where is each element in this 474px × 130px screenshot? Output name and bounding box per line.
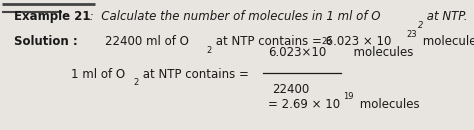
- Text: 23: 23: [406, 30, 417, 39]
- Text: 6.023×10: 6.023×10: [268, 46, 326, 58]
- Text: :  Calculate the number of molecules in 1 ml of O: : Calculate the number of molecules in 1…: [86, 10, 381, 23]
- Text: Solution :: Solution :: [14, 35, 78, 48]
- Text: 22400: 22400: [273, 83, 310, 96]
- Text: 2: 2: [207, 46, 212, 55]
- Text: at NTP.: at NTP.: [423, 10, 468, 23]
- Text: 2: 2: [133, 78, 138, 87]
- Text: molecules: molecules: [419, 35, 474, 48]
- Text: molecules: molecules: [356, 98, 419, 110]
- Text: 1 ml of O: 1 ml of O: [71, 68, 125, 81]
- Text: 22400 ml of O: 22400 ml of O: [90, 35, 189, 48]
- Text: Example 21: Example 21: [14, 10, 91, 23]
- Text: at NTP contains =: at NTP contains =: [139, 68, 253, 81]
- Text: molecules: molecules: [346, 46, 413, 58]
- Text: = 2.69 × 10: = 2.69 × 10: [268, 98, 340, 110]
- Text: at NTP contains = 6.023 × 10: at NTP contains = 6.023 × 10: [212, 35, 392, 48]
- Text: 2: 2: [419, 21, 424, 30]
- Text: 23: 23: [321, 37, 332, 45]
- Text: 19: 19: [343, 92, 354, 101]
